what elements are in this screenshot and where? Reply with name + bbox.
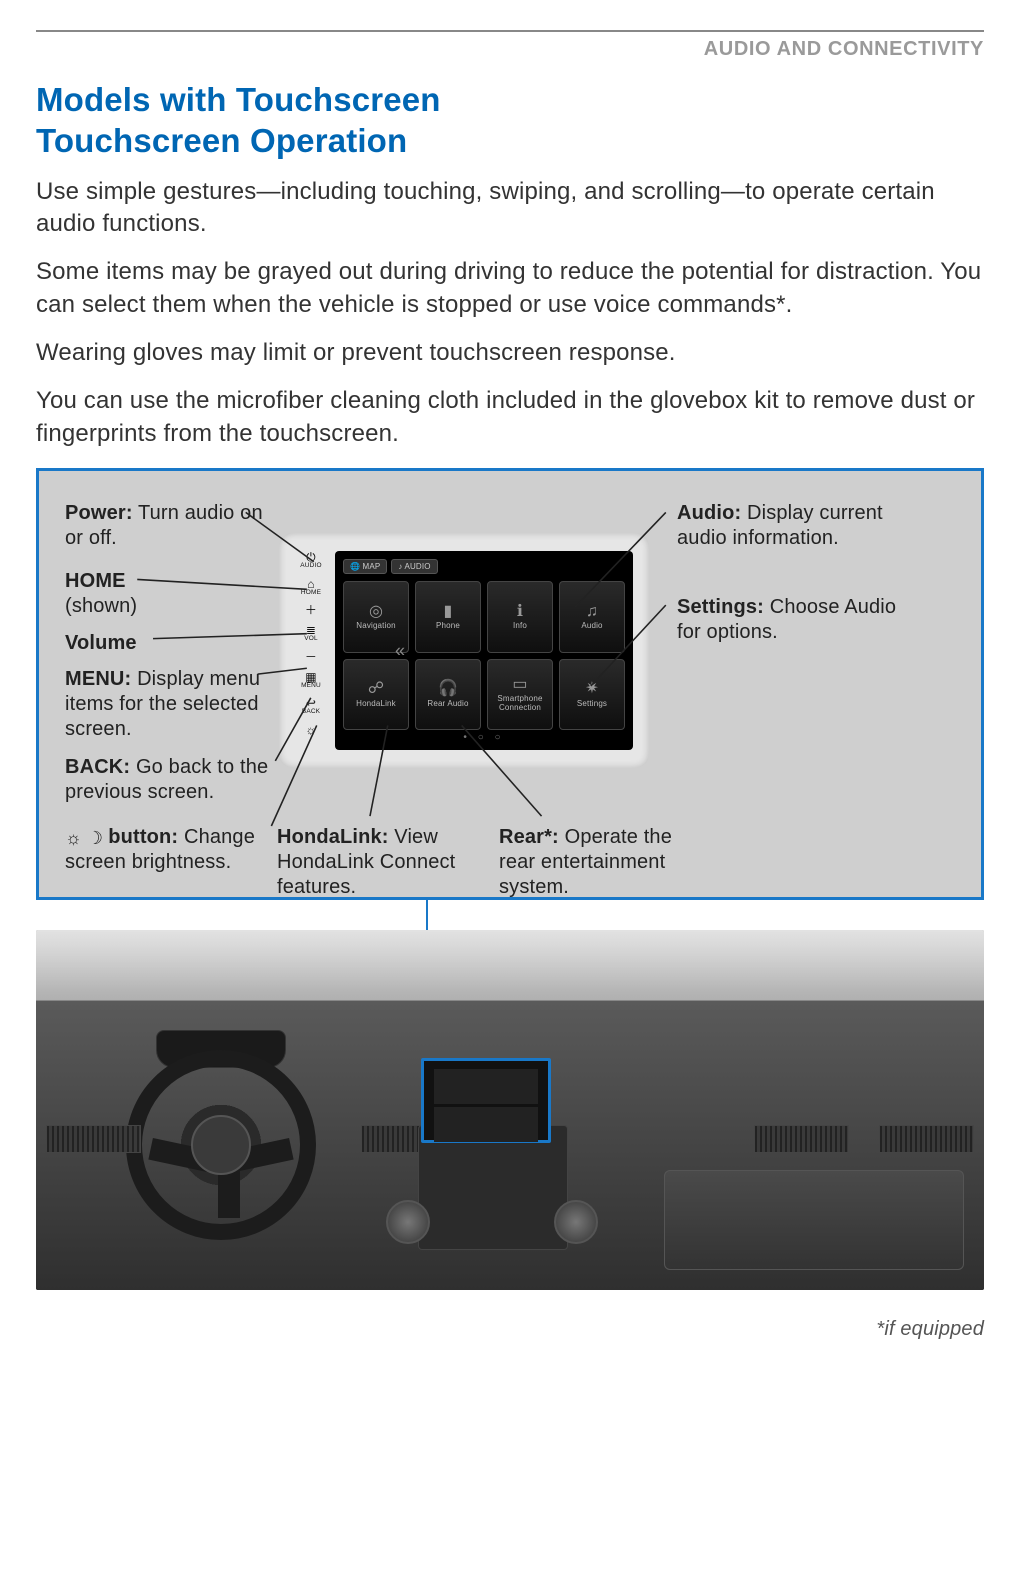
touchscreen-display: 🌐 MAP ♪ AUDIO « ◎Navigation ▮Phone ℹInfo… <box>335 551 633 750</box>
hvac-knob <box>554 1200 598 1244</box>
heading-2: Touchscreen Operation <box>36 120 984 161</box>
brightness-icon: ☼ ☽ <box>65 828 108 848</box>
para-2: Some items may be grayed out during driv… <box>36 256 984 321</box>
app-audio: ♫Audio <box>559 581 625 653</box>
app-hondalink: ☍HondaLink <box>343 659 409 731</box>
para-1: Use simple gestures—including touching, … <box>36 176 984 241</box>
side-btn-back: ↩BACK <box>297 697 325 716</box>
callout-volume: Volume <box>65 631 265 656</box>
steering-wheel: H <box>126 1050 316 1240</box>
touchscreen-highlight <box>421 1058 551 1143</box>
diagram-connector <box>426 900 428 930</box>
callout-menu: MENU: Display menu items for the selecte… <box>65 667 265 742</box>
para-4: You can use the microfiber cleaning clot… <box>36 385 984 450</box>
center-stack <box>418 1125 568 1250</box>
glovebox <box>664 1170 964 1270</box>
app-phone: ▮Phone <box>415 581 481 653</box>
side-btn-voldown: － <box>297 651 325 663</box>
heading-1: Models with Touchscreen <box>36 79 984 120</box>
tab-audio: ♪ AUDIO <box>391 559 437 574</box>
air-vent <box>879 1125 974 1153</box>
section-label: AUDIO AND CONNECTIVITY <box>36 38 984 61</box>
callout-settings: Settings: Choose Audio for options. <box>677 595 907 645</box>
side-btn-vol: ≣VOL <box>297 624 325 643</box>
callout-rear: Rear*: Operate the rear entertainment sy… <box>499 825 709 900</box>
app-rear-audio: 🎧Rear Audio <box>415 659 481 731</box>
callout-home: HOME(shown) <box>65 569 265 619</box>
touchscreen-unit: ⏻AUDIO ⌂HOME ＋ ≣VOL － ▦MENU ↩BACK ☼ 🌐 MA… <box>279 533 649 768</box>
callout-audio: Audio: Display current audio information… <box>677 501 887 551</box>
side-btn-menu: ▦MENU <box>297 671 325 690</box>
callout-hondalink: HondaLink: View HondaLink Connect featur… <box>277 825 487 900</box>
dashboard-photo: H <box>36 930 984 1290</box>
side-btn-home: ⌂HOME <box>297 578 325 597</box>
app-settings: ✷Settings <box>559 659 625 731</box>
callout-back: BACK: Go back to the previous screen. <box>65 755 275 805</box>
header-rule <box>36 30 984 32</box>
air-vent <box>46 1125 141 1153</box>
callout-brightness: ☼ ☽ button: Change screen brightness. <box>65 825 275 875</box>
chevron-left-icon: « <box>395 640 405 661</box>
app-grid: ◎Navigation ▮Phone ℹInfo ♫Audio ☍HondaLi… <box>343 581 625 730</box>
app-info: ℹInfo <box>487 581 553 653</box>
honda-logo-icon: H <box>213 1132 229 1158</box>
side-btn-power: ⏻AUDIO <box>297 551 325 570</box>
air-vent <box>754 1125 849 1153</box>
para-3: Wearing gloves may limit or prevent touc… <box>36 337 984 369</box>
callout-power: Power: Turn audio on or off. <box>65 501 265 551</box>
touchscreen-diagram: Power: Turn audio on or off. HOME(shown)… <box>36 468 984 900</box>
side-btn-volup: ＋ <box>297 604 325 616</box>
app-smartphone: ▭Smartphone Connection <box>487 659 553 731</box>
footnote: *if equipped <box>36 1318 984 1341</box>
side-button-strip: ⏻AUDIO ⌂HOME ＋ ≣VOL － ▦MENU ↩BACK ☼ <box>295 551 327 736</box>
page-dots: • ○ ○ <box>343 732 625 743</box>
side-btn-bright: ☼ <box>297 724 325 736</box>
tab-map: 🌐 MAP <box>343 559 387 574</box>
hvac-knob <box>386 1200 430 1244</box>
